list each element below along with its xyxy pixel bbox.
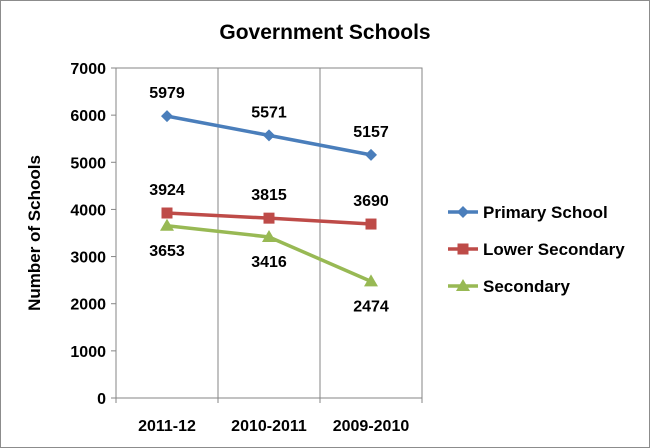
y-tick-label: 1000	[70, 344, 106, 361]
data-label: 3815	[251, 187, 287, 204]
y-tick-label: 0	[97, 391, 106, 408]
y-tick-label: 4000	[70, 202, 106, 219]
y-tick-label: 3000	[70, 250, 106, 267]
legend: Primary School Lower Secondary Secondary	[448, 203, 625, 296]
legend-marker	[457, 243, 469, 255]
data-point	[365, 148, 377, 161]
legend-label: Primary School	[483, 203, 608, 222]
data-point	[161, 110, 173, 123]
y-tick-label: 6000	[70, 108, 106, 125]
legend-label: Lower Secondary	[483, 240, 625, 259]
data-label: 3924	[149, 182, 185, 199]
data-point	[364, 274, 378, 287]
plot-border	[115, 67, 423, 399]
data-label: 5979	[149, 85, 185, 102]
legend-label: Secondary	[483, 277, 570, 296]
data-point	[365, 218, 377, 230]
y-tick-label: 2000	[70, 297, 106, 314]
data-point	[161, 207, 173, 219]
data-label: 5571	[251, 104, 287, 121]
data-label: 2474	[353, 298, 389, 315]
x-tick-label: 2011-12	[138, 418, 196, 435]
y-axis-label: Number of Schools	[25, 155, 44, 311]
x-tick-label: 2010-2011	[231, 418, 307, 435]
data-label: 5157	[353, 124, 389, 141]
legend-marker	[457, 206, 469, 218]
data-label: 3653	[149, 243, 185, 260]
data-point	[160, 218, 174, 231]
data-label: 3690	[353, 193, 389, 210]
data-point	[262, 229, 276, 242]
data-point	[263, 212, 275, 224]
data-point	[263, 129, 275, 142]
legend-marker	[456, 279, 470, 291]
chart-title: Government Schools	[219, 21, 430, 44]
x-tick-label: 2009-2010	[333, 418, 410, 435]
y-tick-label: 5000	[70, 155, 106, 172]
data-label: 3416	[251, 254, 287, 271]
plot-area: 0 1000 2000 3000 4000 5000 6000 7000 2011-12 2010…	[70, 61, 423, 435]
y-tick-label: 7000	[70, 61, 106, 78]
